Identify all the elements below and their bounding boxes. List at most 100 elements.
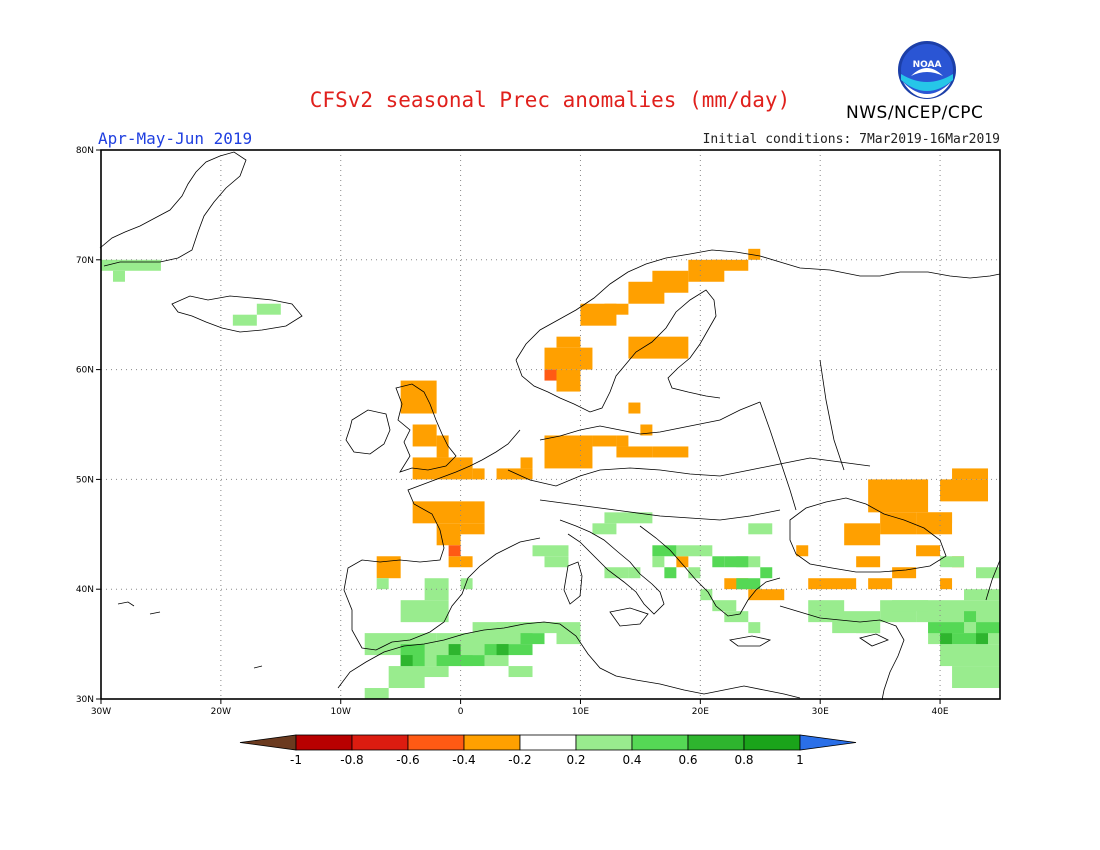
noaa-logo: NOAA — [898, 41, 956, 99]
anomaly-cell — [460, 578, 473, 590]
anomaly-cell — [652, 446, 689, 458]
colorbar-label: 0.4 — [622, 753, 641, 767]
anomaly-cell — [712, 600, 737, 612]
colorbar-label: -0.2 — [508, 753, 531, 767]
anomaly-cell — [616, 446, 653, 458]
anomaly-cell — [916, 512, 953, 535]
anomaly-cell — [412, 457, 473, 480]
agency-label: NWS/NCEP/CPC — [846, 103, 984, 123]
anomaly-cell — [916, 600, 1000, 623]
anomaly-cell — [436, 435, 449, 458]
anomaly-cell — [880, 512, 917, 535]
anomaly-cell — [544, 369, 557, 381]
colorbar-label: -0.4 — [452, 753, 475, 767]
coastlines — [99, 151, 1001, 701]
anomaly-cell — [976, 622, 1000, 634]
anomaly-cell — [400, 380, 437, 414]
anomaly-cell — [628, 402, 641, 414]
anomaly-cell — [856, 622, 881, 634]
anomaly-cell — [940, 644, 1000, 667]
anomaly-cell — [376, 578, 389, 590]
anomaly-cell — [556, 336, 581, 348]
colorbar-box — [687, 734, 745, 751]
lon-tick-label: 40E — [931, 707, 948, 717]
anomaly-cell — [448, 644, 461, 656]
colorbar-label: 0.8 — [734, 753, 753, 767]
colorbar-box — [575, 734, 633, 751]
anomaly-cell — [940, 479, 989, 502]
anomaly-cell — [796, 545, 809, 557]
anomaly-cell — [856, 556, 881, 568]
lon-tick-label: 20E — [692, 707, 709, 717]
anomaly-cell — [376, 556, 401, 579]
anomaly-cell — [592, 435, 617, 447]
anomaly-cell — [496, 622, 557, 634]
anomaly-cells — [101, 248, 1000, 699]
colorbar-label: 1 — [796, 753, 804, 767]
anomaly-cell — [712, 259, 749, 271]
anomaly-cell — [940, 633, 953, 645]
anomaly-cell — [964, 589, 1000, 601]
anomaly-cell — [112, 270, 125, 282]
lat-tick-label: 70N — [76, 256, 94, 266]
lon-tick-label: 10E — [572, 707, 589, 717]
colorbar-label: 0.6 — [678, 753, 697, 767]
anomaly-cell — [712, 556, 725, 568]
anomaly-cell — [604, 303, 629, 315]
anomaly-cell — [952, 633, 977, 645]
anomaly-cell — [628, 336, 689, 359]
anomaly-cell — [952, 468, 989, 480]
anomaly-cell — [101, 259, 161, 271]
colorbar-label: -1 — [290, 753, 302, 767]
lon-tick-label: 30W — [91, 707, 111, 717]
colorbar: -1 -0.8 -0.6 -0.4 -0.2 0.2 0.4 0.6 0.8 1 — [239, 734, 857, 767]
anomaly-cell — [604, 567, 629, 579]
anomaly-cell — [556, 369, 581, 392]
anomaly-cell — [748, 248, 761, 260]
lat-tick-label: 50N — [76, 475, 94, 485]
anomaly-cell — [976, 567, 1000, 579]
lat-tick-label: 40N — [76, 585, 94, 595]
initial-conditions: Initial conditions: 7Mar2019-16Mar2019 — [702, 132, 1000, 147]
anomaly-cell — [664, 567, 677, 579]
anomaly-cell — [640, 424, 653, 436]
anomaly-cell — [748, 589, 785, 601]
anomaly-cell — [760, 567, 773, 579]
anomaly-cell — [412, 501, 485, 524]
anomaly-cell — [868, 479, 929, 513]
anomaly-cell — [496, 468, 533, 480]
colorbar-box — [351, 734, 409, 751]
anomaly-cell — [868, 578, 893, 590]
anomaly-cell — [460, 556, 473, 568]
anomaly-cell — [604, 512, 653, 524]
colorbar-box — [631, 734, 689, 751]
colorbar-box — [743, 734, 801, 751]
colorbar-box — [295, 734, 353, 751]
anomaly-cell — [628, 567, 641, 579]
anomaly-cell — [748, 523, 773, 535]
anomaly-cell — [448, 556, 461, 568]
colorbar-box — [519, 734, 577, 751]
anomaly-cell — [232, 314, 257, 326]
anomaly-cell — [520, 633, 545, 645]
anomaly-cell — [460, 523, 485, 535]
anomaly-cell — [520, 457, 533, 469]
anomaly-cell — [676, 545, 713, 557]
anomaly-cell — [484, 644, 533, 656]
anomaly-cell — [448, 545, 461, 557]
anomaly-cell — [940, 578, 953, 590]
anomaly-cell — [400, 600, 449, 623]
anomaly-cell — [928, 622, 965, 634]
lon-tick-label: 30E — [812, 707, 829, 717]
anomaly-cell — [256, 303, 281, 315]
anomaly-cell — [496, 644, 509, 656]
anomaly-cell — [736, 578, 761, 590]
colorbar-label: 0.2 — [566, 753, 585, 767]
anomaly-cell — [544, 556, 569, 568]
anomaly-cell — [544, 435, 593, 469]
anomaly-cell — [364, 688, 389, 699]
lon-tick-label: 20W — [211, 707, 231, 717]
colorbar-end-high — [799, 734, 857, 751]
colorbar-label: -0.8 — [340, 753, 363, 767]
